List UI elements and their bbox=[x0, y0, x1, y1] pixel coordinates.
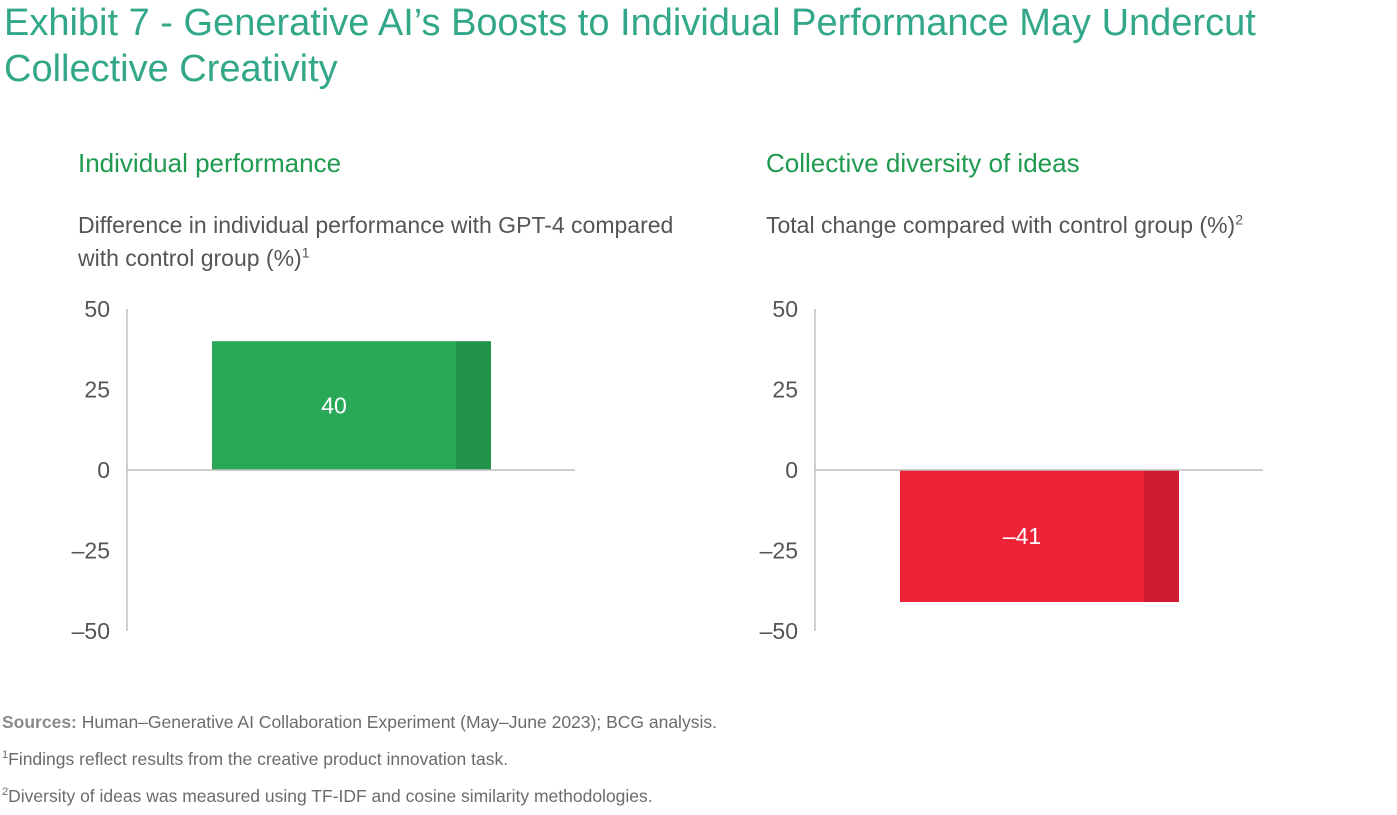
bar-shade bbox=[1144, 470, 1179, 603]
footnote-2-mark: 2 bbox=[2, 786, 9, 799]
y-tick-label: 50 bbox=[84, 296, 110, 322]
bar-shade bbox=[456, 341, 491, 470]
sources-line: Sources: Human–Generative AI Collaborati… bbox=[2, 704, 717, 741]
y-tick-label: –25 bbox=[72, 538, 110, 564]
chart-subtitle-collective-diversity: Total change compared with control group… bbox=[766, 209, 1386, 242]
individual-performance-chart: 50 25 0 –25 –50 40 bbox=[72, 296, 575, 644]
y-tick-label: –50 bbox=[72, 618, 110, 644]
sources-text: Human–Generative AI Collaboration Experi… bbox=[81, 712, 717, 732]
footnote-1-mark: 1 bbox=[2, 749, 9, 762]
y-tick-label: 0 bbox=[97, 457, 110, 483]
sources-label: Sources: bbox=[2, 712, 77, 732]
footnote-mark: 1 bbox=[301, 244, 310, 261]
chart-title-collective-diversity: Collective diversity of ideas bbox=[766, 148, 1080, 178]
bar bbox=[212, 341, 456, 470]
footnote-1-text: Findings reflect results from the creati… bbox=[8, 749, 509, 769]
y-tick-label: 25 bbox=[772, 377, 798, 403]
bar-value-label: 40 bbox=[321, 393, 347, 419]
footnote-1: 1Findings reflect results from the creat… bbox=[2, 741, 717, 778]
footnote-2-text: Diversity of ideas was measured using TF… bbox=[8, 786, 653, 806]
y-tick-label: 0 bbox=[785, 457, 798, 483]
exhibit-title: Exhibit 7 - Generative AI’s Boosts to In… bbox=[4, 2, 1256, 90]
y-tick-label: –50 bbox=[760, 618, 798, 644]
chart-title-individual-performance: Individual performance bbox=[78, 148, 342, 178]
footnotes: Sources: Human–Generative AI Collaborati… bbox=[2, 704, 717, 815]
bar-value-label: –41 bbox=[1003, 523, 1041, 549]
subtitle-text: Total change compared with control group… bbox=[766, 212, 1236, 238]
y-tick-label: –25 bbox=[760, 538, 798, 564]
y-tick-label: 50 bbox=[772, 296, 798, 322]
y-tick-label: 25 bbox=[84, 377, 110, 403]
chart-subtitle-individual-performance: Difference in individual performance wit… bbox=[78, 209, 678, 275]
subtitle-text: Difference in individual performance wit… bbox=[78, 212, 674, 271]
collective-diversity-chart: 50 25 0 –25 –50 –41 bbox=[760, 296, 1263, 644]
bar bbox=[900, 470, 1144, 603]
footnote-mark: 2 bbox=[1235, 211, 1243, 228]
footnote-2: 2Diversity of ideas was measured using T… bbox=[2, 778, 717, 815]
